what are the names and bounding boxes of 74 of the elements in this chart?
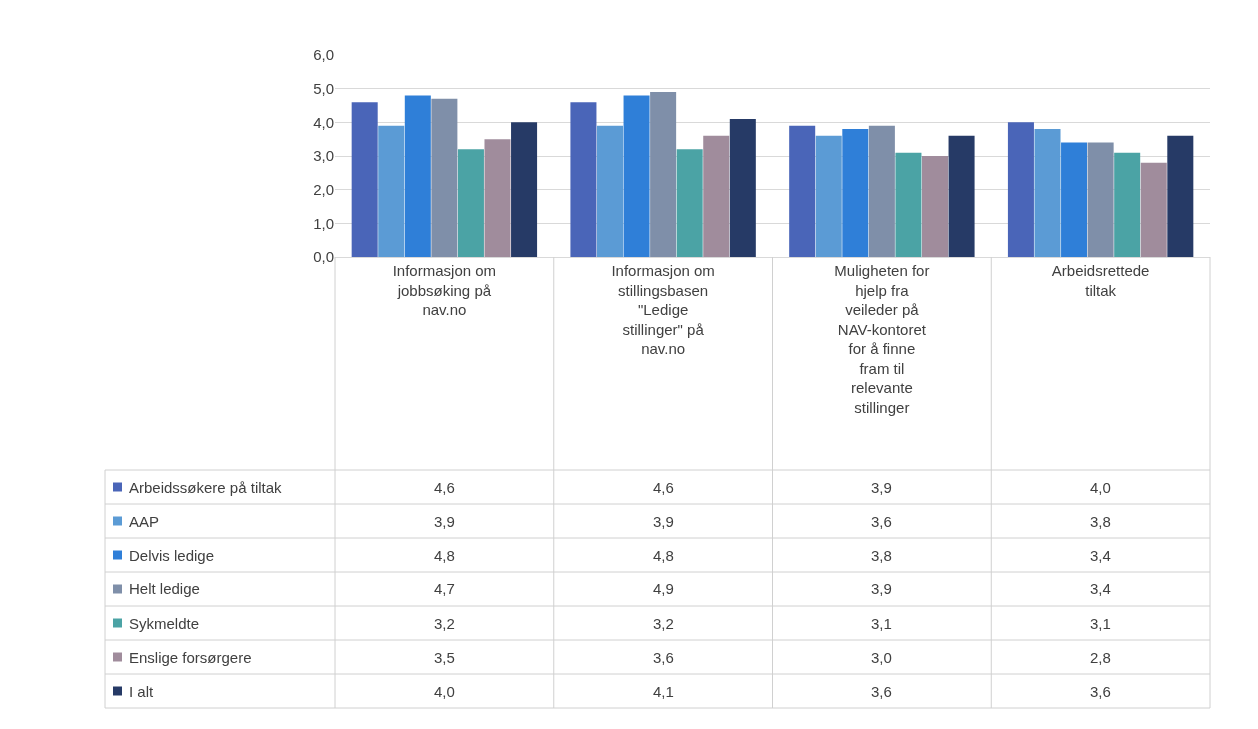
x-tick-label: Arbeidsrettede tiltak — [1051, 262, 1150, 299]
legend-label: Sykmeldte — [129, 615, 200, 632]
bar — [789, 125, 816, 257]
data-label: 4,1 — [653, 683, 674, 700]
legend-label: Delvis ledige — [129, 547, 215, 564]
data-label: 3,9 — [871, 580, 892, 597]
data-label: 4,7 — [434, 580, 455, 597]
bar — [570, 102, 597, 257]
y-tick-label: 2,0 — [313, 180, 334, 198]
bar — [676, 149, 703, 257]
bar — [431, 98, 458, 257]
data-label: 3,6 — [871, 513, 892, 530]
legend-label: Enslige forsørgere — [129, 649, 252, 666]
bar — [378, 125, 405, 257]
data-label: 4,6 — [653, 479, 674, 496]
y-tick-label: 5,0 — [313, 79, 334, 97]
bar — [948, 135, 975, 257]
data-label: 3,4 — [1090, 580, 1111, 597]
data-label: 3,2 — [434, 615, 455, 632]
y-tick-label: 3,0 — [313, 147, 334, 165]
y-tick-label: 4,0 — [313, 113, 334, 131]
bar — [729, 118, 756, 257]
bar — [596, 125, 624, 257]
data-label: 3,1 — [1090, 615, 1111, 632]
data-label: 4,0 — [434, 683, 455, 700]
y-tick-label: 6,0 — [313, 46, 334, 64]
legend-label: Arbeidssøkere på tiltak — [129, 479, 283, 496]
y-tick-label: 1,0 — [313, 214, 334, 232]
bar — [1114, 152, 1141, 257]
bar — [815, 135, 842, 257]
bar — [650, 92, 677, 257]
data-label: 3,4 — [1090, 547, 1111, 564]
bar — [842, 129, 869, 257]
x-tick-label: Informasjon om jobbsøking på nav.no — [392, 262, 497, 318]
legend-label: Helt ledige — [129, 580, 200, 597]
data-label: 4,0 — [1090, 479, 1111, 496]
bar — [703, 135, 730, 257]
bar — [404, 95, 431, 257]
data-label: 3,2 — [653, 615, 674, 632]
data-label: 4,9 — [653, 580, 674, 597]
data-label: 2,8 — [1090, 649, 1111, 666]
data-label: 3,6 — [1090, 683, 1111, 700]
legend-label: AAP — [129, 513, 160, 530]
data-label: 3,9 — [434, 513, 455, 530]
bar — [457, 149, 484, 257]
legend-label: I alt — [129, 683, 155, 700]
bar — [1034, 129, 1061, 257]
x-tick-label: Informasjon om stillingsbasen "Ledige stillinger" på nav.no — [611, 262, 715, 357]
data-label: 3,8 — [871, 547, 892, 564]
data-label: 3,1 — [871, 615, 892, 632]
data-label: 3,6 — [653, 649, 674, 666]
bar — [484, 139, 511, 257]
bar — [1087, 142, 1114, 257]
bar — [1061, 142, 1088, 257]
data-label: 4,8 — [434, 547, 455, 564]
x-tick-label: Muligheten for hjelp fra veileder på NAV-kontoret for å finne fram til relevante stillinger — [834, 262, 930, 416]
data-label: 3,6 — [871, 683, 892, 700]
bar — [351, 102, 378, 257]
data-label: 3,5 — [434, 649, 455, 666]
data-label: 3,0 — [871, 649, 892, 666]
bar — [1140, 162, 1167, 257]
bar — [921, 156, 949, 257]
bar — [511, 122, 538, 257]
bar — [868, 125, 895, 257]
bar — [1167, 135, 1194, 257]
bar — [895, 152, 922, 257]
data-label: 4,6 — [434, 479, 455, 496]
bar — [1007, 122, 1034, 257]
bar — [623, 95, 650, 257]
y-tick-label: 0,0 — [313, 248, 334, 266]
data-label: 3,9 — [653, 513, 674, 530]
data-label: 3,8 — [1090, 513, 1111, 530]
data-label: 3,9 — [871, 479, 892, 496]
data-label: 4,8 — [653, 547, 674, 564]
